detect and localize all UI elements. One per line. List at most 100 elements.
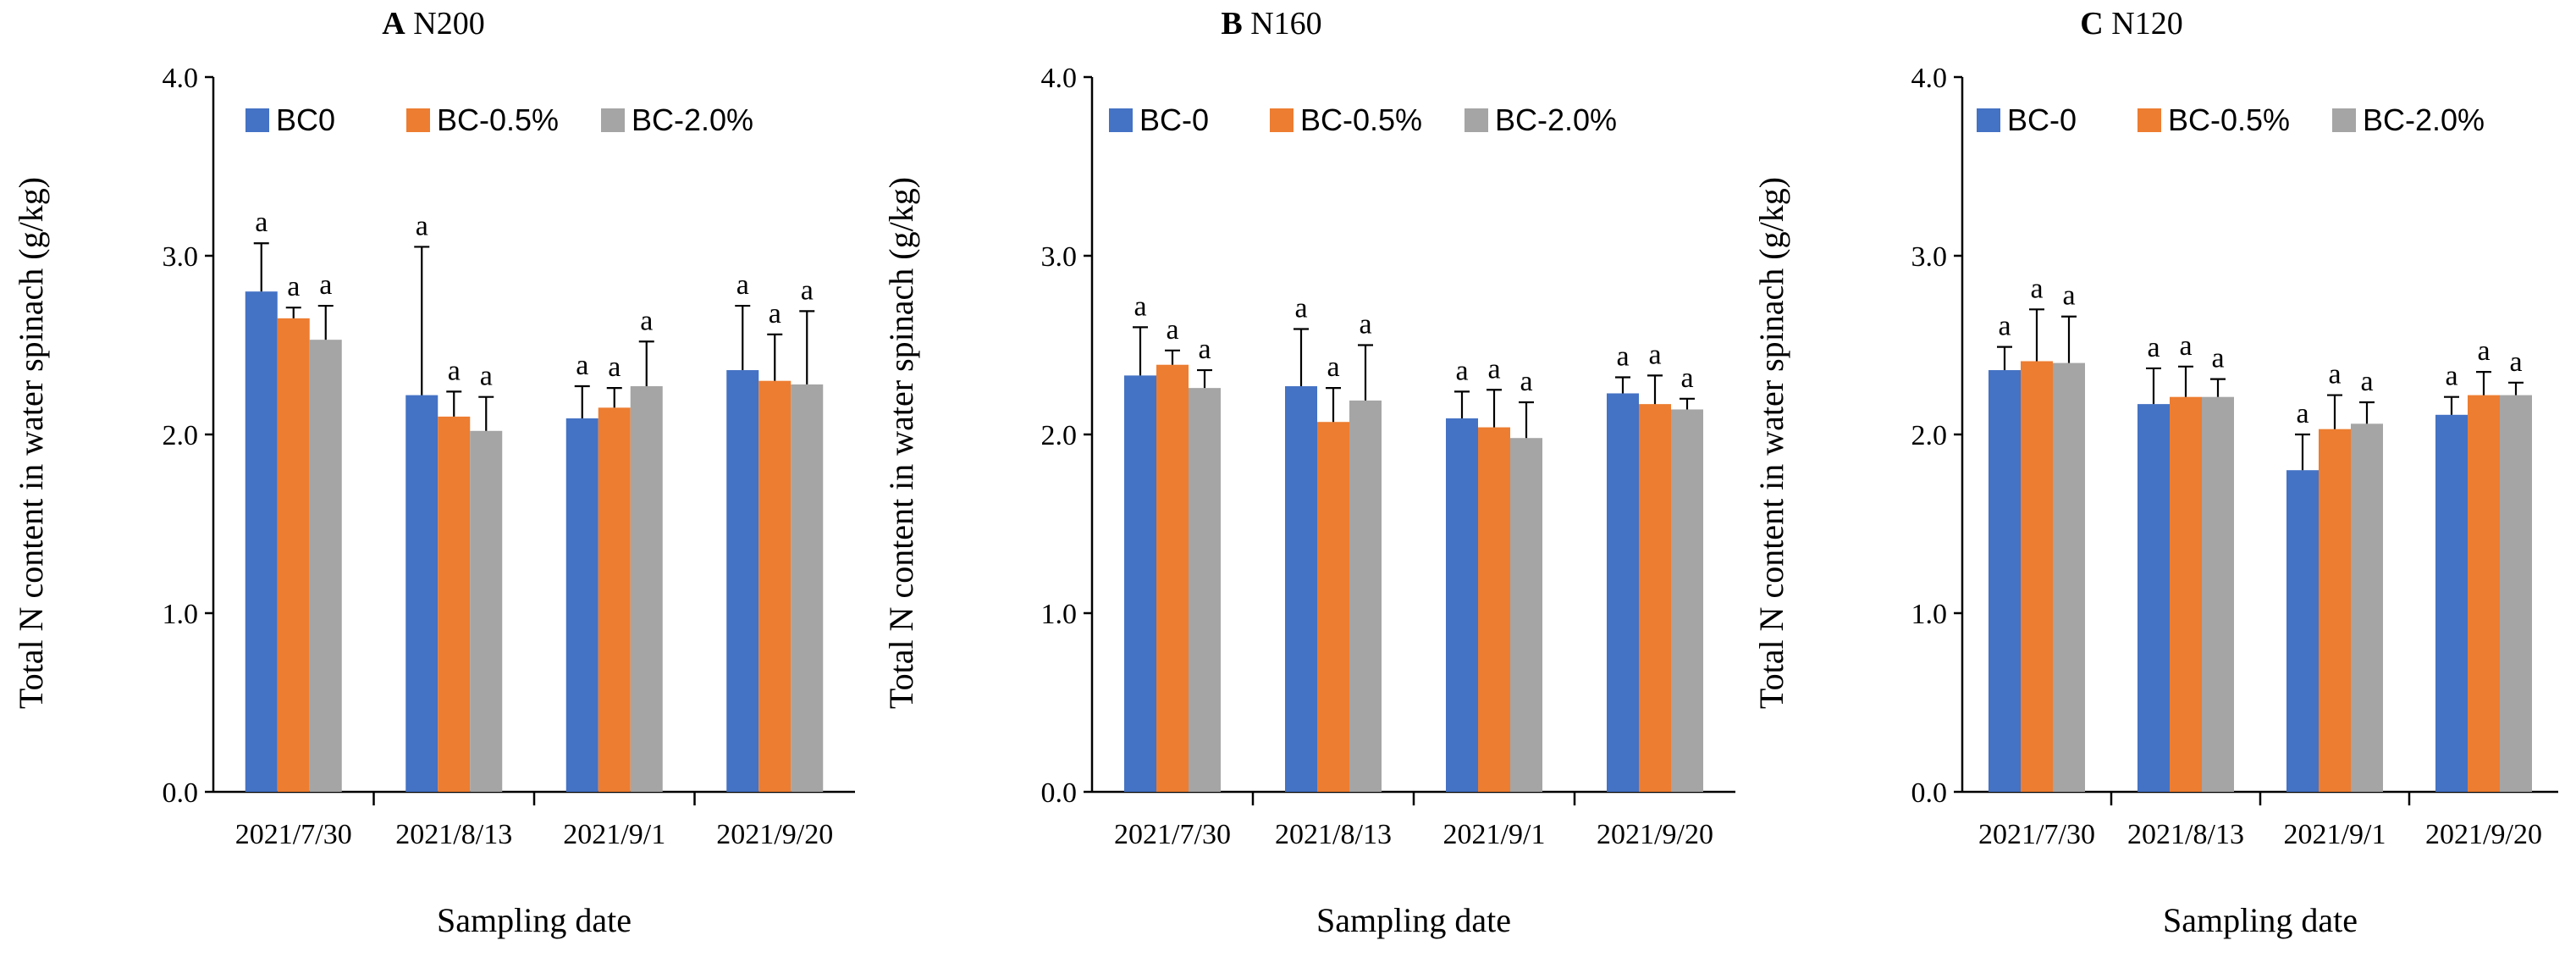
legend-swatch [2332,108,2356,132]
x-axis-label: Sampling date [2163,901,2358,939]
y-tick-label: 3.0 [1911,241,1948,273]
bar [630,386,663,792]
significance-label: a [480,361,493,392]
legend-swatch [1977,108,2000,132]
bar [2435,414,2468,792]
panel-title: A N200 [382,6,484,41]
significance-label: a [736,269,749,301]
panel-title-text: N200 [413,6,484,41]
significance-label: a [1487,353,1500,384]
legend-label: BC-0 [1139,102,1209,137]
panel-title: B N160 [1221,6,1321,41]
bar [470,430,503,792]
bar [1285,386,1317,792]
panel-letter: C [2080,6,2103,41]
bar [277,318,310,793]
significance-label: a [1359,309,1371,340]
significance-label: a [287,271,300,302]
panel-title-text: N120 [2111,6,2182,41]
legend-label: BC-2.0% [1495,102,1617,137]
y-axis-label: Total N content in water spinach (g/kg) [882,177,920,709]
bar [2500,395,2532,792]
legend-label: BC-0 [2007,102,2077,137]
significance-label: a [416,210,428,241]
y-tick-label: 0.0 [163,777,199,809]
significance-label: a [801,274,814,306]
y-tick-label: 0.0 [1911,777,1948,809]
bar [2286,470,2319,792]
significance-label: a [1648,339,1661,370]
significance-label: a [1680,362,1693,394]
bar [1478,427,1510,792]
bar [1349,400,1382,792]
legend-swatch [1270,108,1294,132]
y-axis-label: Total N content in water spinach (g/kg) [12,177,50,709]
panel-letter: B [1221,6,1242,41]
bar [245,291,278,792]
panel-title-text: N160 [1250,6,1321,41]
significance-label: a [1998,311,2011,342]
significance-label: a [2509,346,2522,378]
legend-swatch [2137,108,2161,132]
bar [1639,404,1671,792]
significance-label: a [2328,359,2341,390]
legend-swatch [601,108,625,132]
significance-label: a [319,269,332,301]
significance-label: a [769,298,781,329]
significance-label: a [640,305,653,336]
legend-swatch [245,108,269,132]
significance-label: a [1327,351,1339,383]
y-tick-label: 4.0 [1041,63,1078,94]
bar [1607,393,1639,792]
x-tick-label: 2021/8/13 [1275,819,1392,850]
bar [309,340,342,792]
x-tick-label: 2021/7/30 [1114,819,1231,850]
bar [2137,404,2170,792]
significance-label: a [2360,366,2373,397]
bar [1989,370,2021,792]
y-tick-label: 1.0 [1041,599,1078,630]
y-tick-label: 2.0 [163,420,199,451]
legend-label: BC0 [276,102,335,137]
y-tick-label: 2.0 [1041,420,1078,451]
bar [726,370,759,792]
legend: BC-0 BC-0.5% BC-2.0% [1109,102,1617,137]
bar [2202,396,2234,792]
bar [1510,438,1542,792]
y-tick-label: 0.0 [1041,777,1078,809]
panel-letter: A [382,6,405,41]
significance-label: a [2477,335,2490,367]
panel-title: C N120 [2080,6,2182,41]
legend-label: BC-2.0% [2363,102,2485,137]
y-tick-label: 1.0 [1911,599,1948,630]
significance-label: a [1294,293,1307,324]
legend-label: BC-2.0% [632,102,753,137]
legend-label: BC-0.5% [2168,102,2290,137]
x-tick-label: 2021/9/1 [563,819,665,850]
significance-label: a [1520,366,1532,397]
x-tick-label: 2021/9/20 [2425,819,2542,850]
legend-label: BC-0.5% [1300,102,1422,137]
significance-label: a [2296,398,2308,429]
legend-label: BC-0.5% [437,102,559,137]
y-tick-label: 3.0 [1041,241,1078,273]
x-tick-label: 2021/7/30 [235,819,352,850]
significance-label: a [1198,334,1211,365]
bar [1124,375,1156,792]
significance-label: a [1616,340,1629,372]
bar [2021,361,2053,792]
y-axis-label: Total N content in water spinach (g/kg) [1752,177,1790,709]
bar [2351,423,2383,792]
panel-B: B N160 0.0 1.0 2.0 3.0 4.0 2021/7/30 2021/8/13 2… [882,6,1735,939]
significance-label: a [2211,343,2224,374]
significance-label: a [448,355,461,386]
significance-label: a [576,350,588,381]
x-tick-label: 2021/9/20 [716,819,833,850]
x-tick-label: 2021/9/20 [1597,819,1713,850]
significance-label: a [2179,330,2192,362]
legend: BC0 BC-0.5% BC-2.0% [245,102,753,137]
legend-swatch [1465,108,1488,132]
significance-label: a [2445,361,2457,392]
